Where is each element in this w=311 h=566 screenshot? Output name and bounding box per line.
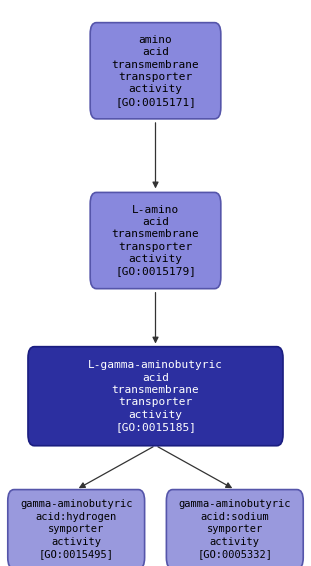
FancyBboxPatch shape [90,23,221,119]
Text: amino
acid
transmembrane
transporter
activity
[GO:0015171]: amino acid transmembrane transporter act… [112,35,199,107]
Text: gamma-aminobutyric
acid:hydrogen
symporter
activity
[GO:0015495]: gamma-aminobutyric acid:hydrogen symport… [20,499,132,559]
Text: gamma-aminobutyric
acid:sodium
symporter
activity
[GO:0005332]: gamma-aminobutyric acid:sodium symporter… [179,499,291,559]
Text: L-amino
acid
transmembrane
transporter
activity
[GO:0015179]: L-amino acid transmembrane transporter a… [112,204,199,277]
FancyBboxPatch shape [166,490,303,566]
FancyBboxPatch shape [90,192,221,289]
FancyBboxPatch shape [28,346,283,446]
Text: L-gamma-aminobutyric
acid
transmembrane
transporter
activity
[GO:0015185]: L-gamma-aminobutyric acid transmembrane … [88,360,223,432]
FancyBboxPatch shape [8,490,145,566]
